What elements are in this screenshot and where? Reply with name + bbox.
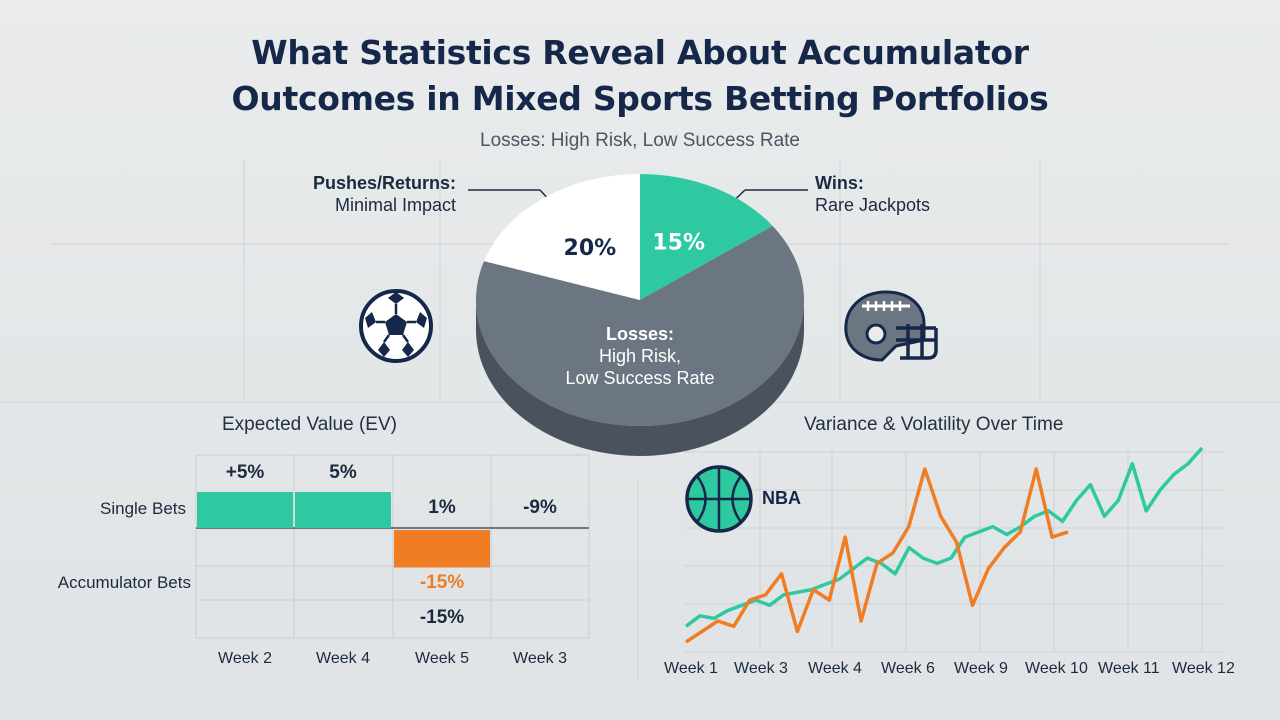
- page-title: What Statistics Reveal About Accumulator…: [0, 30, 1280, 122]
- line-xtick: Week 11: [1098, 660, 1160, 677]
- losses-callout: Losses: High Risk, Low Success Rate: [520, 323, 760, 389]
- ev-acc-week-5: -15%: [419, 572, 465, 593]
- ev-row-single-bets: Single Bets: [100, 499, 186, 518]
- ev-bar-single: [197, 492, 293, 528]
- pushes-callout: Pushes/Returns: Minimal Impact: [250, 172, 456, 216]
- ev-bar-single: [295, 492, 391, 528]
- losses-callout-head: Losses:: [605, 324, 675, 344]
- title-line-2: Outcomes in Mixed Sports Betting Portfol…: [231, 79, 1049, 118]
- pie-slice-losses: [476, 225, 804, 426]
- line-xtick: Week 6: [881, 660, 935, 677]
- ev-single-week-3: -9%: [523, 497, 557, 518]
- ev-xtick: Week 2: [218, 650, 272, 667]
- line-xtick: Week 10: [1025, 660, 1088, 677]
- ev-chart-title: Expected Value (EV): [222, 414, 397, 435]
- football-helmet-icon: [844, 290, 938, 362]
- line-xtick: Week 9: [954, 660, 1008, 677]
- pie-label-pushes-returns: 20%: [564, 236, 617, 261]
- pushes-callout-head: Pushes/Returns:: [312, 173, 456, 193]
- losses-callout-sub-2: Low Success Rate: [565, 368, 715, 388]
- wins-callout: Wins: Rare Jackpots: [815, 172, 1035, 216]
- losses-callout-sub-1: High Risk,: [598, 346, 682, 366]
- ev-xtick: Week 4: [316, 650, 370, 667]
- ev-head-week-2: +5%: [225, 462, 265, 483]
- pie-slice-wins: [640, 174, 773, 300]
- title-line-1: What Statistics Reveal About Accumulator: [251, 33, 1029, 72]
- line-xtick: Week 3: [734, 660, 788, 677]
- line-xtick: Week 4: [808, 660, 862, 677]
- line-xtick: Week 1: [664, 660, 718, 677]
- nba-tag: NBA: [762, 488, 801, 508]
- ev-row-accumulator-bets: Accumulator Bets: [57, 573, 191, 592]
- page-subtitle: Losses: High Risk, Low Success Rate: [480, 130, 800, 151]
- ev-xtick: Week 5: [415, 650, 469, 667]
- line-series-orange: [685, 467, 1069, 644]
- ev-single-week-5: 1%: [428, 497, 456, 518]
- line-chart-title: Variance & Volatility Over Time: [804, 414, 1064, 435]
- basketball-icon: [685, 465, 753, 533]
- soccer-ball-icon: [359, 289, 433, 363]
- wins-callout-head: Wins:: [815, 173, 864, 193]
- line-series-teal: [684, 446, 1204, 628]
- pie-slice-pushes-returns: [484, 174, 640, 300]
- ev-xtick: Week 3: [513, 650, 567, 667]
- line-xtick: Week 12: [1172, 660, 1235, 677]
- ev-head-week-4: 5%: [329, 462, 357, 483]
- ev-acc-extra: -15%: [419, 607, 465, 628]
- pie-label-wins: 15%: [652, 231, 705, 256]
- pie-side: [476, 300, 804, 456]
- wins-callout-sub: Rare Jackpots: [815, 195, 931, 215]
- ev-bar-accumulator: [394, 530, 490, 568]
- pushes-callout-sub: Minimal Impact: [334, 195, 456, 215]
